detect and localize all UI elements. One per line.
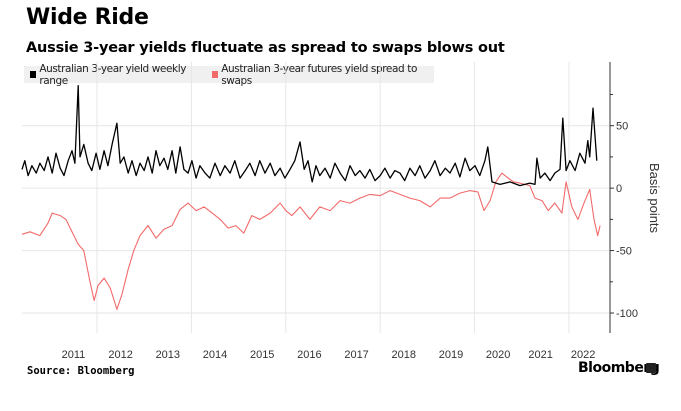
x-tick-label: 2011 xyxy=(62,349,86,361)
x-tick-label: 2021 xyxy=(528,349,552,361)
x-tick-label: 2014 xyxy=(203,349,227,361)
y-tick-label: -100 xyxy=(616,308,638,320)
source-note: Source: Bloomberg xyxy=(27,365,135,377)
x-tick-label: 2013 xyxy=(156,349,180,361)
series-line-spread xyxy=(21,172,601,310)
y-tick-label: -50 xyxy=(616,246,632,258)
x-tick-label: 2019 xyxy=(439,349,463,361)
x-tick-label: 2016 xyxy=(297,349,321,361)
legend-label: Australian 3-year futures yield spread t… xyxy=(221,62,417,87)
legend: Australian 3-year yield weekly range Aus… xyxy=(24,63,434,87)
legend-label: Australian 3-year yield weekly range xyxy=(39,62,187,87)
x-tick-label: 2018 xyxy=(392,349,416,361)
bloomberg-terminal-icon xyxy=(646,363,656,373)
y-tick-label: 0 xyxy=(616,183,622,195)
x-tick-label: 2020 xyxy=(486,349,510,361)
x-tick-label: 2022 xyxy=(571,349,595,361)
x-tick-label: 2015 xyxy=(250,349,274,361)
x-tick-label: 2012 xyxy=(108,349,132,361)
y-tick-label: 50 xyxy=(616,121,628,133)
chart-title: Wide Ride xyxy=(26,5,149,30)
series-line-yield-range xyxy=(21,85,598,187)
chart-subtitle: Aussie 3-year yields fluctuate as spread… xyxy=(26,40,505,56)
bloomberg-logo: Bloomberg xyxy=(578,360,660,376)
legend-swatch-red xyxy=(211,71,219,78)
legend-item-yield-range: Australian 3-year yield weekly range xyxy=(30,63,200,87)
legend-swatch-black xyxy=(30,71,37,78)
y-axis-label: Basis points xyxy=(647,163,662,234)
legend-item-spread: Australian 3-year futures yield spread t… xyxy=(211,62,428,87)
x-tick-label: 2017 xyxy=(344,349,368,361)
